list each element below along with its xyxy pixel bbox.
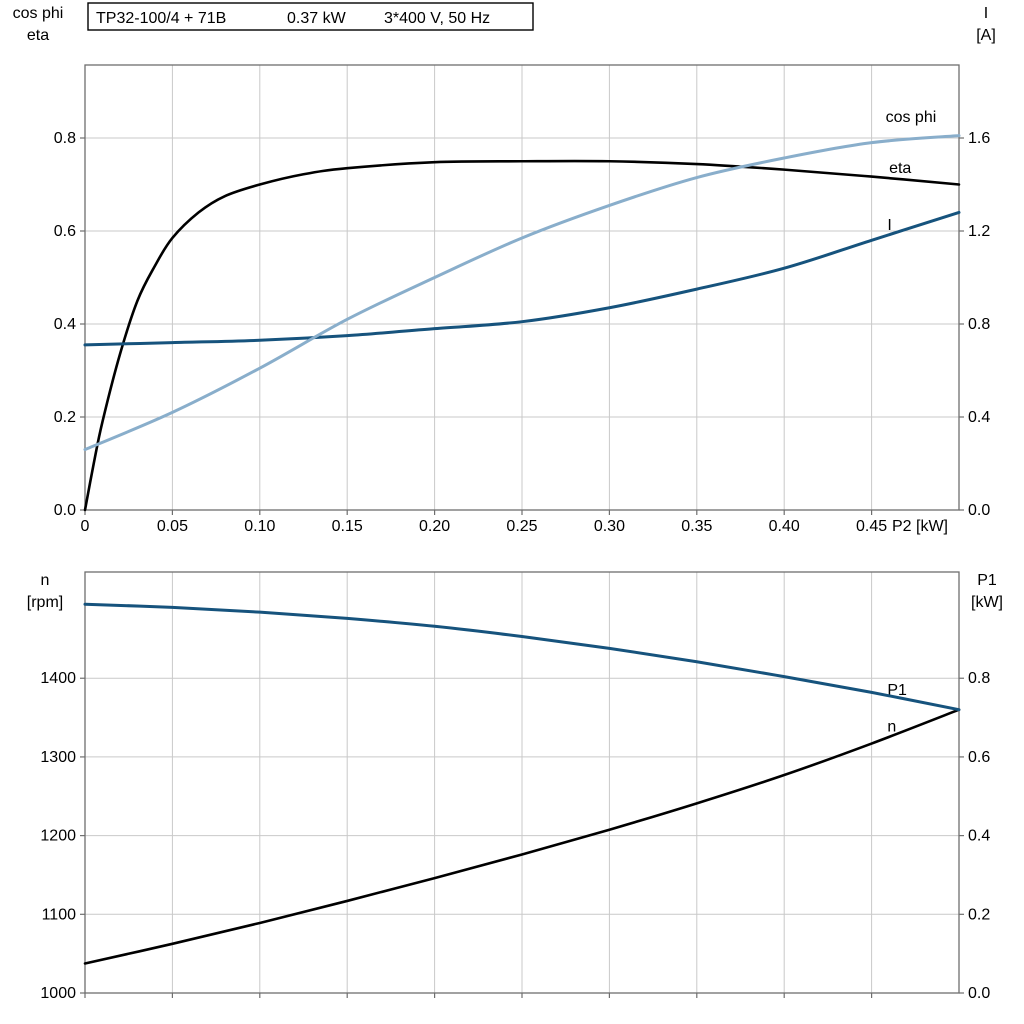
top-chart: 0 0.05 0.10 0.15 0.20 0.25 0.30 0.35 0.40 0.45 0.0…	[54, 64, 990, 535]
x-tick-label: 0.40	[769, 518, 800, 535]
left-tick-label: 1400	[40, 670, 76, 687]
curve-label-i: I	[887, 217, 891, 234]
title-box: TP32-100/4 + 71B 0.37 kW 3*400 V, 50 Hz	[87, 2, 534, 31]
plot-frame	[84, 64, 960, 511]
x-tick-label: 0.20	[419, 518, 450, 535]
x-tick-label: 0.35	[681, 518, 712, 535]
right-tick-label: 1.2	[968, 223, 990, 240]
curve-label-eta: eta	[889, 160, 911, 177]
left-tick-label: 1300	[40, 749, 76, 766]
top-right-axis-label-line1: I	[984, 5, 988, 22]
top-right-axis-label-line2: [A]	[976, 27, 996, 44]
bottom-left-axis-label-line2: [rpm]	[27, 594, 63, 611]
bottom-left-axis-label-line1: n	[41, 572, 50, 589]
curve-cos-phi	[83, 134, 961, 452]
curve-n	[83, 602, 961, 712]
x-tick-label: 0.05	[157, 518, 188, 535]
left-tick-label: 0.6	[54, 223, 76, 240]
x-tick-label: 0	[81, 518, 90, 535]
x-tick-label: 0.15	[332, 518, 363, 535]
right-tick-label: 1.6	[968, 130, 990, 147]
right-tick-label: 0.6	[968, 749, 990, 766]
curve-p1	[83, 708, 961, 965]
bottom-right-axis-label-line1: P1	[977, 572, 997, 589]
x-tick-label: 0.25	[506, 518, 537, 535]
chart-title-power: 0.37 kW	[287, 10, 347, 27]
title-box-rect	[87, 2, 534, 31]
chart-title-model: TP32-100/4 + 71B	[96, 10, 226, 27]
top-left-axis-label-line1: cos phi	[13, 5, 64, 22]
right-tick-label: 0.0	[968, 502, 990, 519]
curve-eta	[83, 159, 961, 512]
x-tick-label: 0.10	[244, 518, 275, 535]
x-tick-label: 0.30	[594, 518, 625, 535]
right-tick-label: 0.4	[968, 828, 990, 845]
top-left-axis-label-line2: eta	[27, 27, 49, 44]
x-axis-title: P2 [kW]	[892, 518, 948, 535]
x-tick-label: 0.45	[856, 518, 887, 535]
right-tick-label: 0.4	[968, 409, 990, 426]
chart-title-voltage: 3*400 V, 50 Hz	[384, 10, 490, 27]
left-tick-label: 0.2	[54, 409, 76, 426]
left-tick-label: 1000	[40, 985, 76, 1002]
bottom-right-axis-label-line2: [kW]	[971, 594, 1003, 611]
curve-label-n: n	[887, 719, 896, 736]
right-tick-label: 0.2	[968, 906, 990, 923]
right-tick-label: 0.0	[968, 985, 990, 1002]
right-tick-label: 0.8	[968, 316, 990, 333]
plot-frame	[84, 571, 960, 994]
left-tick-label: 0.4	[54, 316, 76, 333]
right-tick-label: 0.8	[968, 670, 990, 687]
left-tick-label: 1100	[42, 906, 77, 923]
left-tick-label: 0.8	[54, 130, 76, 147]
left-tick-label: 1200	[40, 828, 76, 845]
left-tick-label: 0.0	[54, 502, 76, 519]
curve-label-cos-phi: cos phi	[886, 109, 937, 126]
curve-i	[83, 210, 961, 347]
